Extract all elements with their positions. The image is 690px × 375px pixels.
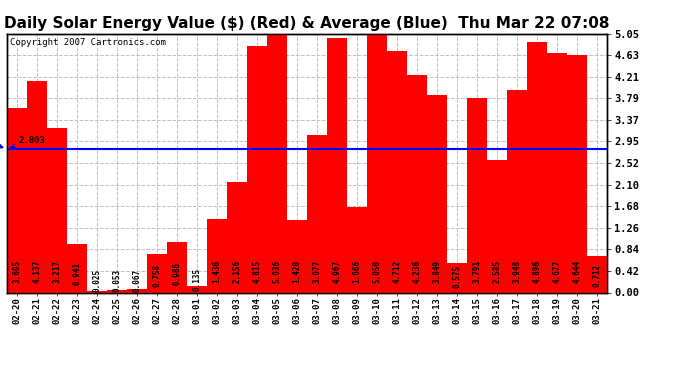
Bar <box>67 244 87 292</box>
Bar <box>347 207 367 292</box>
Bar <box>547 53 567 292</box>
Text: 2.585: 2.585 <box>493 260 502 283</box>
Text: 4.815: 4.815 <box>253 260 262 283</box>
Text: 3.077: 3.077 <box>313 260 322 283</box>
Text: Copyright 2007 Cartronics.com: Copyright 2007 Cartronics.com <box>10 38 166 46</box>
Bar <box>487 160 507 292</box>
Bar <box>167 242 187 292</box>
Text: 5.036: 5.036 <box>273 260 282 283</box>
Bar <box>247 46 267 292</box>
Bar <box>207 219 227 292</box>
Bar <box>147 254 167 292</box>
Text: 1.420: 1.420 <box>293 260 302 283</box>
Text: 3.948: 3.948 <box>513 260 522 283</box>
Text: 4.137: 4.137 <box>32 260 41 283</box>
Title: Daily Solar Energy Value ($) (Red) & Average (Blue)  Thu Mar 22 07:08: Daily Solar Energy Value ($) (Red) & Ave… <box>4 16 610 31</box>
Text: 1.666: 1.666 <box>353 260 362 283</box>
Bar <box>367 34 387 292</box>
Text: 3.217: 3.217 <box>52 260 61 283</box>
Text: 2.803: 2.803 <box>11 136 46 148</box>
Text: 4.644: 4.644 <box>573 260 582 283</box>
Bar <box>407 75 427 292</box>
Bar <box>567 54 587 292</box>
Bar <box>287 220 307 292</box>
Bar <box>507 90 527 292</box>
Text: 0.135: 0.135 <box>193 268 201 291</box>
Text: 0.986: 0.986 <box>172 262 181 285</box>
Text: 1.436: 1.436 <box>213 260 221 283</box>
Bar <box>7 108 27 292</box>
Bar <box>387 51 407 292</box>
Text: 4.677: 4.677 <box>553 260 562 283</box>
Text: 0.025: 0.025 <box>92 269 101 292</box>
Bar <box>427 95 447 292</box>
Text: 3.605: 3.605 <box>12 260 21 283</box>
Text: 3.791: 3.791 <box>473 260 482 283</box>
Bar <box>47 128 67 292</box>
Text: 4.967: 4.967 <box>333 260 342 283</box>
Text: 4.712: 4.712 <box>393 260 402 283</box>
Bar <box>467 98 487 292</box>
Text: 4.896: 4.896 <box>533 260 542 283</box>
Text: 2.803: 2.803 <box>0 136 3 148</box>
Bar <box>267 34 287 292</box>
Text: 2.156: 2.156 <box>233 260 241 283</box>
Bar <box>527 42 547 292</box>
Bar <box>187 286 207 292</box>
Bar <box>107 290 127 292</box>
Bar <box>87 291 107 292</box>
Bar <box>587 256 607 292</box>
Text: 0.712: 0.712 <box>593 264 602 287</box>
Bar <box>307 135 327 292</box>
Bar <box>127 289 147 292</box>
Text: 0.067: 0.067 <box>132 269 141 292</box>
Text: 0.758: 0.758 <box>152 264 161 286</box>
Text: 3.849: 3.849 <box>433 260 442 283</box>
Text: 0.575: 0.575 <box>453 265 462 288</box>
Text: 0.941: 0.941 <box>72 262 81 285</box>
Bar <box>227 182 247 292</box>
Bar <box>27 81 47 292</box>
Text: 5.050: 5.050 <box>373 260 382 283</box>
Bar <box>447 263 467 292</box>
Text: 4.236: 4.236 <box>413 260 422 283</box>
Text: 0.053: 0.053 <box>112 269 121 292</box>
Bar <box>327 38 347 292</box>
